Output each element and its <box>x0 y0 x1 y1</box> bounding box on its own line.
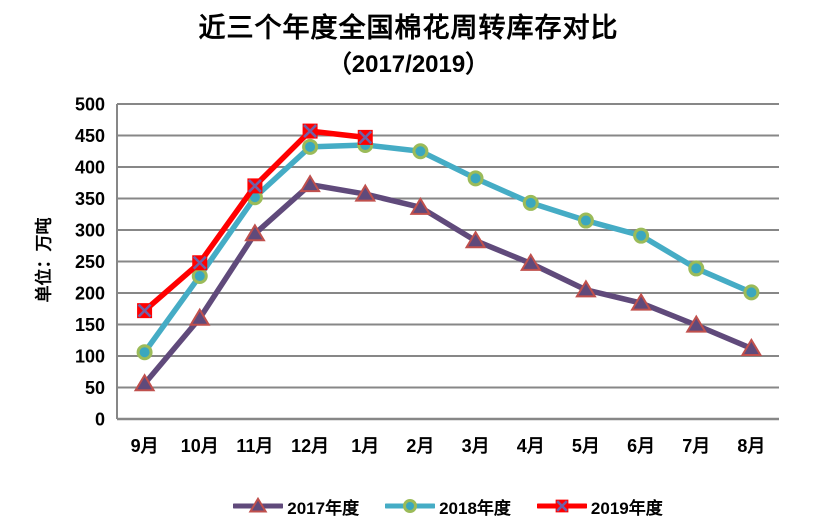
data-point-marker-circle <box>633 227 650 244</box>
data-point-marker-circle <box>412 143 429 160</box>
data-point-marker-triangle <box>188 307 211 326</box>
legend-label: 2019年度 <box>590 498 663 518</box>
y-axis-tick-label: 400 <box>75 157 105 177</box>
chart-subtitle: （2017/2019） <box>327 51 490 78</box>
data-point-marker-triangle <box>740 337 763 356</box>
data-point-marker-triangle <box>299 174 321 193</box>
series-line-2019年度 <box>141 128 368 314</box>
y-axis-tick-label: 150 <box>75 315 105 335</box>
x-axis-tick-label: 6月 <box>627 436 655 456</box>
y-axis-tick-label: 250 <box>75 252 105 272</box>
x-axis-tick-label: 2月 <box>406 436 434 456</box>
series-line-2017年度 <box>141 181 755 387</box>
y-axis-tick-label: 350 <box>75 189 105 209</box>
data-point-marker-x <box>247 178 262 193</box>
data-point-marker-x <box>192 255 207 270</box>
x-axis-tick-label: 8月 <box>737 436 765 456</box>
y-axis-tick-label: 50 <box>85 378 105 398</box>
data-point-marker-triangle <box>133 373 156 392</box>
data-point-marker-circle <box>302 138 319 155</box>
data-point-marker-triangle <box>244 223 266 242</box>
y-axis-tick-label: 300 <box>75 220 105 240</box>
x-axis-tick-label: 11月 <box>236 436 273 456</box>
data-point-marker-circle <box>743 284 760 301</box>
x-axis-tick-label: 5月 <box>572 436 600 456</box>
x-axis-tick-label: 9月 <box>131 436 159 456</box>
y-axis-tick-label: 450 <box>75 126 105 146</box>
x-axis-tick-label: 4月 <box>517 436 545 456</box>
data-point-marker-triangle <box>575 279 597 298</box>
legend-marker-triangle <box>233 496 284 513</box>
data-point-marker-triangle <box>464 230 487 249</box>
data-point-marker-triangle <box>409 196 432 215</box>
x-axis-tick-label: 1月 <box>351 436 379 456</box>
legend-marker-x-square <box>536 499 587 513</box>
chart-title: 近三个年度全国棉花周转库存对比 <box>198 13 619 43</box>
data-point-marker-circle <box>467 170 484 187</box>
data-point-marker-triangle <box>630 292 652 311</box>
data-point-marker-circle <box>522 194 539 211</box>
legend-label: 2018年度 <box>439 498 511 518</box>
legend: 2017年度 2018年度 2019年度 <box>117 490 779 522</box>
legend-item-2019年度: 2019年度 <box>536 494 663 519</box>
data-point-marker-x <box>137 303 152 318</box>
legend-item-2018年度: 2018年度 <box>385 494 511 519</box>
data-point-marker-triangle <box>248 496 268 513</box>
data-point-marker-circle <box>136 344 153 361</box>
x-axis-tick-label: 3月 <box>462 436 490 456</box>
legend-item-2017年度: 2017年度 <box>233 494 359 519</box>
data-point-marker-circle <box>403 498 418 514</box>
y-axis-tick-label: 500 <box>75 94 105 114</box>
legend-label: 2017年度 <box>287 498 360 518</box>
y-axis-tick-label: 100 <box>75 346 105 366</box>
y-axis-tick-label: 200 <box>75 283 105 303</box>
data-point-marker-triangle <box>519 252 542 271</box>
x-axis-tick-label: 10月 <box>181 436 219 456</box>
data-point-marker-x <box>303 124 318 139</box>
data-point-marker-triangle <box>685 314 708 333</box>
data-point-marker-x <box>556 500 568 512</box>
data-point-marker-circle <box>577 212 594 229</box>
data-point-marker-x <box>358 130 373 145</box>
x-axis-tick-label: 7月 <box>682 436 710 456</box>
series-line-2018年度 <box>141 142 755 355</box>
data-point-marker-triangle <box>354 183 377 202</box>
data-point-marker-circle <box>688 260 705 277</box>
data-point-marker-circle <box>191 267 208 284</box>
legend-marker-circle <box>385 498 436 514</box>
x-axis-tick-label: 12月 <box>291 436 329 456</box>
y-axis-tick-label: 0 <box>95 409 105 429</box>
